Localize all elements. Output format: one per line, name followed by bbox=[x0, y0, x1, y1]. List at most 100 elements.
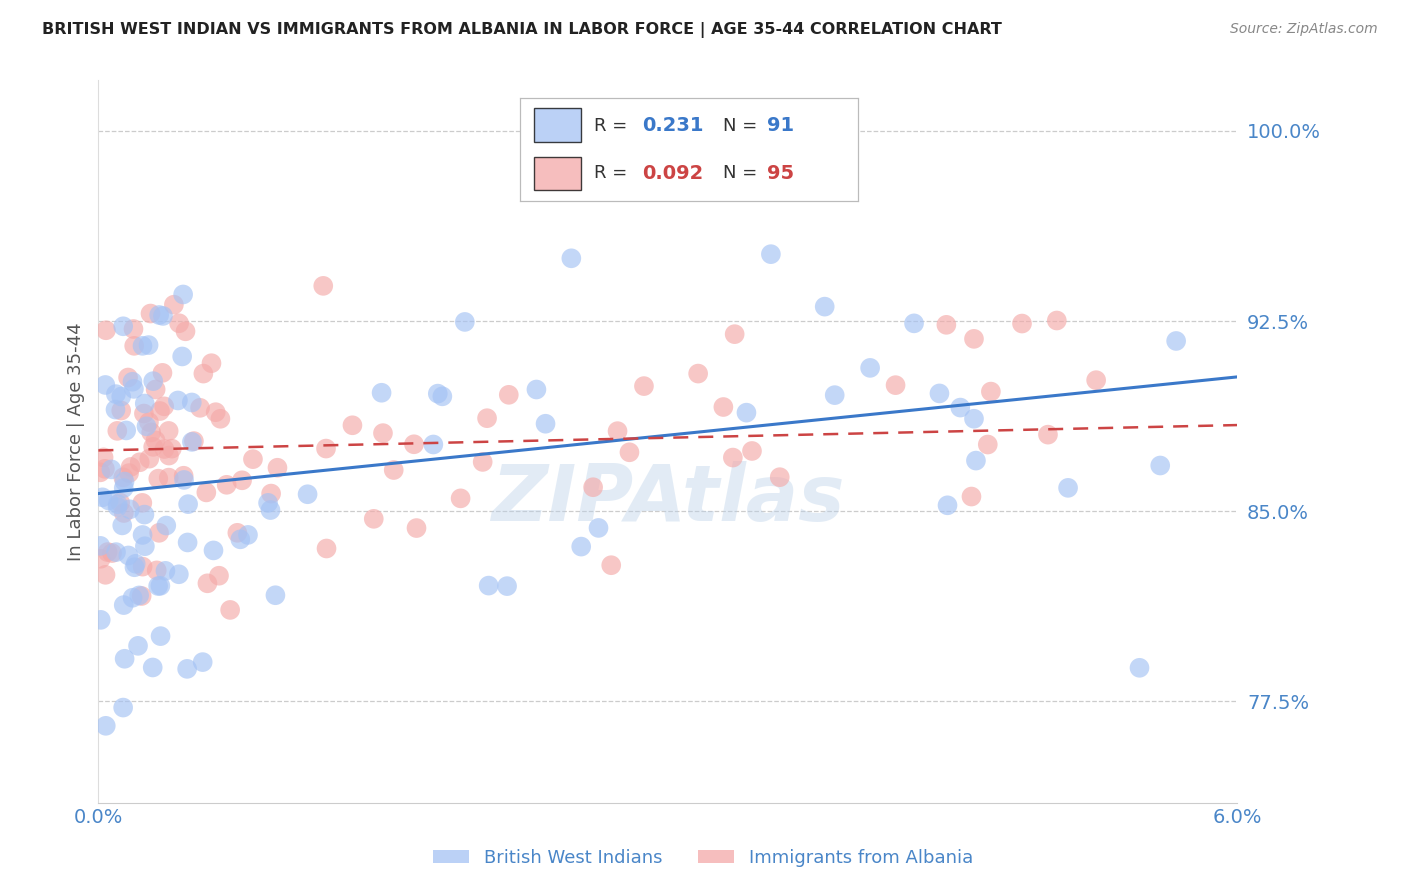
Point bbox=[108, 495, 131, 509]
Point bbox=[118, 502, 141, 516]
Point bbox=[560, 252, 582, 266]
Point bbox=[903, 317, 925, 331]
Point bbox=[131, 528, 153, 542]
Point bbox=[94, 378, 117, 392]
Point bbox=[152, 366, 174, 380]
Point bbox=[100, 462, 122, 476]
Point bbox=[1011, 317, 1033, 331]
Point bbox=[148, 525, 170, 540]
Text: R =: R = bbox=[595, 164, 634, 182]
Point bbox=[125, 557, 148, 571]
Point bbox=[128, 589, 150, 603]
Point bbox=[606, 424, 628, 438]
Point bbox=[105, 545, 128, 559]
Point bbox=[1166, 334, 1188, 348]
Point bbox=[928, 386, 950, 401]
Point bbox=[724, 327, 747, 342]
Point bbox=[107, 500, 129, 514]
Point bbox=[471, 455, 494, 469]
Point bbox=[94, 323, 117, 337]
Point bbox=[122, 382, 145, 396]
Point bbox=[177, 497, 200, 511]
Point bbox=[132, 407, 155, 421]
FancyBboxPatch shape bbox=[534, 157, 581, 190]
Point bbox=[200, 356, 222, 370]
Point bbox=[97, 493, 120, 508]
Point bbox=[884, 378, 907, 392]
Point bbox=[131, 496, 153, 510]
Point bbox=[977, 437, 1000, 451]
Legend: British West Indians, Immigrants from Albania: British West Indians, Immigrants from Al… bbox=[426, 842, 980, 874]
Point bbox=[475, 411, 498, 425]
Point bbox=[104, 387, 127, 401]
Point bbox=[89, 466, 111, 480]
Point bbox=[146, 579, 169, 593]
Point bbox=[1036, 427, 1059, 442]
Point bbox=[1046, 313, 1069, 327]
Point bbox=[138, 415, 160, 429]
Point bbox=[148, 472, 170, 486]
Point bbox=[152, 309, 174, 323]
Point bbox=[496, 579, 519, 593]
Point bbox=[197, 576, 219, 591]
Point bbox=[450, 491, 472, 506]
Point bbox=[131, 339, 153, 353]
Point bbox=[145, 434, 167, 448]
Point bbox=[259, 503, 281, 517]
Point bbox=[741, 444, 763, 458]
Point bbox=[1085, 373, 1108, 387]
Point bbox=[122, 322, 145, 336]
Point bbox=[382, 463, 405, 477]
Point bbox=[180, 395, 202, 409]
Point bbox=[172, 350, 194, 364]
Point bbox=[134, 539, 156, 553]
Point bbox=[112, 700, 135, 714]
Point bbox=[145, 563, 167, 577]
Point bbox=[141, 425, 163, 440]
Point bbox=[498, 388, 520, 402]
Point bbox=[195, 485, 218, 500]
Point bbox=[426, 386, 449, 401]
Point bbox=[264, 588, 287, 602]
Point bbox=[97, 545, 120, 559]
Point bbox=[122, 339, 145, 353]
Point bbox=[135, 419, 157, 434]
Point bbox=[257, 496, 280, 510]
Text: 0.231: 0.231 bbox=[641, 116, 703, 136]
Point bbox=[315, 442, 337, 456]
Point bbox=[138, 338, 160, 352]
Point bbox=[153, 442, 176, 456]
Point bbox=[1057, 481, 1080, 495]
Point bbox=[163, 298, 186, 312]
Point bbox=[935, 318, 957, 332]
Text: Source: ZipAtlas.com: Source: ZipAtlas.com bbox=[1230, 22, 1378, 37]
Point bbox=[619, 445, 641, 459]
Point bbox=[176, 535, 198, 549]
Point bbox=[965, 453, 987, 467]
Point bbox=[814, 300, 837, 314]
Point bbox=[312, 278, 335, 293]
Point bbox=[142, 440, 165, 454]
Point bbox=[363, 512, 385, 526]
Point bbox=[90, 613, 112, 627]
Point bbox=[117, 549, 139, 563]
Point bbox=[405, 521, 427, 535]
Point bbox=[105, 424, 128, 438]
Point bbox=[371, 426, 394, 441]
Point bbox=[107, 497, 129, 511]
Point bbox=[155, 564, 177, 578]
Point bbox=[167, 316, 190, 330]
Point bbox=[226, 525, 249, 540]
Point bbox=[769, 470, 792, 484]
Point bbox=[173, 468, 195, 483]
Point bbox=[145, 383, 167, 397]
Point bbox=[231, 473, 253, 487]
Point bbox=[149, 629, 172, 643]
Y-axis label: In Labor Force | Age 35-44: In Labor Force | Age 35-44 bbox=[66, 322, 84, 561]
Point bbox=[114, 652, 136, 666]
Point bbox=[402, 437, 425, 451]
Point bbox=[131, 589, 153, 603]
Point bbox=[90, 551, 112, 566]
Text: ZIPAtlas: ZIPAtlas bbox=[491, 461, 845, 537]
Point bbox=[114, 475, 136, 489]
